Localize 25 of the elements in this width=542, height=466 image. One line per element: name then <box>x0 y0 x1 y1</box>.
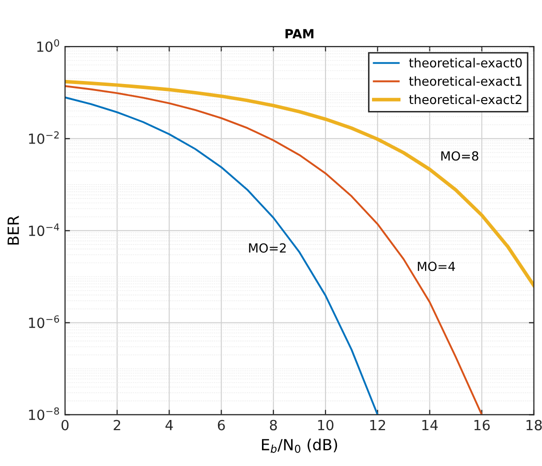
legend-label: theoretical-exact1 <box>409 76 522 86</box>
x-tick-label: 2 <box>114 420 120 430</box>
line-series <box>65 96 378 415</box>
legend-label: theoretical-exact2 <box>409 94 522 104</box>
x-tick-label: 0 <box>62 420 69 430</box>
y-tick-label: 10$^{−6}$ <box>29 315 60 328</box>
y-tick-label: 10$^{−8}$ <box>29 407 60 420</box>
chart-title: PAM <box>286 29 314 38</box>
y-axis-title: BER <box>8 216 19 245</box>
legend-label: theoretical-exact0 <box>409 58 522 68</box>
x-tick-label: 6 <box>218 420 225 430</box>
x-tick-label: 4 <box>165 420 173 430</box>
annotation: MO=8 <box>441 151 478 161</box>
x-tick-label: 12 <box>370 420 386 430</box>
y-tick-label: 10$^{−4}$ <box>29 223 60 236</box>
annotation: MO=4 <box>418 262 456 272</box>
x-tick-label: 8 <box>270 420 277 430</box>
x-tick-label: 16 <box>474 420 490 430</box>
annotation: MO=2 <box>249 243 286 253</box>
x-tick-label: 10 <box>318 420 334 430</box>
y-tick-label: 10$^{0}$ <box>37 39 60 52</box>
x-axis-title: E$_{b}$/N$_{0}$ (dB) <box>262 438 338 453</box>
x-tick-label: 14 <box>422 420 438 430</box>
y-tick-label: 10$^{−2}$ <box>29 131 59 144</box>
x-tick-label: 18 <box>526 420 542 430</box>
